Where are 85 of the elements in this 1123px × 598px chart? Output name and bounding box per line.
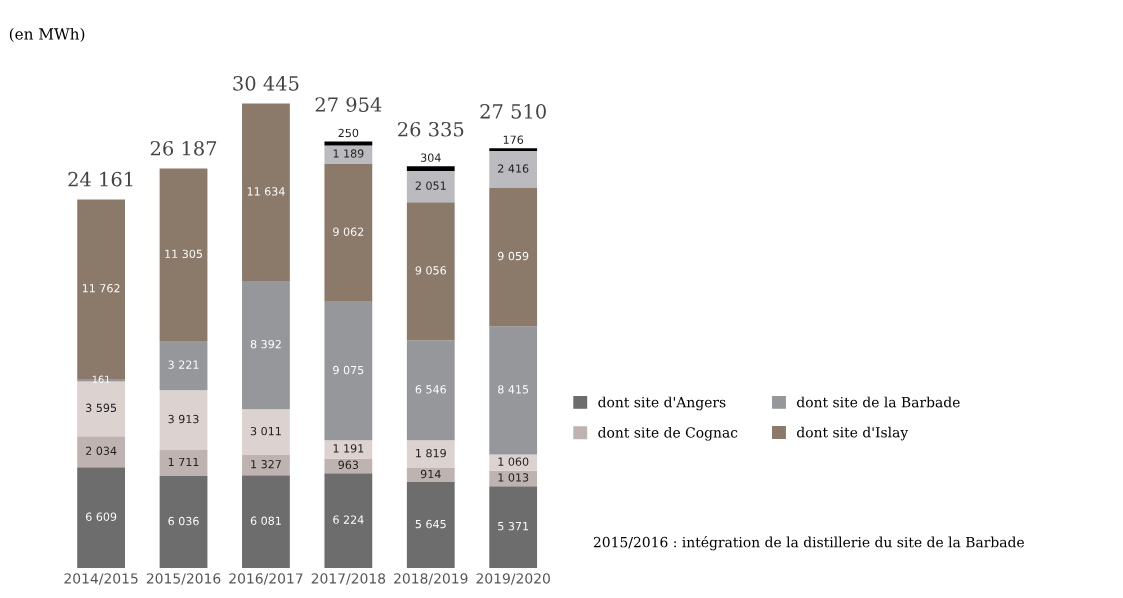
total-label: 27 510: [480, 103, 546, 119]
bar: [406, 468, 455, 482]
bar: [242, 475, 290, 569]
data-label: 9 075: [333, 365, 364, 375]
x-tick-label: 2015/2016: [146, 573, 221, 585]
x-tick-label: 2018/2019: [394, 573, 468, 585]
bar: [159, 449, 208, 477]
total-label: 26 187: [150, 140, 217, 156]
data-label: 5 645: [415, 519, 446, 529]
bar: [406, 170, 455, 203]
data-label: 9 062: [333, 227, 364, 236]
bar: [77, 467, 126, 569]
bar: [159, 390, 208, 450]
data-label: 176: [503, 135, 524, 144]
chart-title: (en MWh): [9, 27, 85, 42]
data-label: 3 913: [168, 414, 199, 424]
bar: [406, 340, 455, 441]
data-label: 1 819: [416, 448, 446, 458]
bar: [159, 476, 208, 569]
data-label: 250: [338, 128, 359, 138]
bar: [489, 148, 538, 152]
bar: [159, 341, 208, 391]
data-label: 161: [92, 375, 110, 383]
x-tick-label: 2017/2018: [311, 573, 386, 585]
bar: [324, 473, 373, 569]
bar: [406, 481, 455, 569]
data-label: 8 415: [498, 385, 529, 394]
bar: [489, 486, 538, 569]
total-label: 30 445: [233, 75, 299, 91]
text: 2015/2016 : intégration de la distillerie du site de la Barbade: [593, 536, 1024, 551]
bar: [489, 326, 538, 455]
legend-label: dont site d'Angers: [598, 396, 726, 411]
data-label: 1 013: [498, 473, 529, 482]
bar: [406, 202, 455, 341]
total-label: 27 954: [315, 97, 382, 112]
bar: [324, 145, 373, 164]
data-label: 914: [420, 469, 441, 479]
bar: [242, 281, 290, 410]
data-label: 304: [421, 153, 441, 162]
x-tick-label: 2016/2017: [229, 573, 303, 585]
data-label: 1 327: [251, 460, 281, 469]
data-label: 1 060: [498, 457, 529, 466]
bar: [489, 151, 538, 188]
data-label: 3 595: [86, 403, 117, 413]
data-label: 1 191: [333, 444, 364, 453]
data-label: 3 011: [250, 426, 281, 436]
data-label: 1 189: [333, 149, 364, 158]
data-label: 2 416: [498, 164, 529, 173]
data-label: 1 711: [168, 457, 199, 467]
data-label: 6 036: [168, 516, 199, 526]
total-label: 24 161: [68, 171, 133, 187]
data-label: 3 221: [168, 360, 199, 369]
legend-label: dont site d'Islay: [797, 426, 909, 441]
data-label: 6 081: [250, 516, 281, 525]
bar: [324, 458, 373, 474]
bar: [77, 381, 126, 437]
data-label: 6 609: [85, 512, 117, 521]
bar: [489, 187, 538, 327]
total-label: 26 335: [398, 121, 464, 137]
bar: [242, 103, 290, 282]
data-label: 2 051: [415, 181, 446, 190]
data-label: 6 546: [415, 385, 446, 394]
bar: [406, 440, 455, 469]
data-label: 2 034: [86, 446, 117, 455]
data-label: 9 056: [415, 266, 446, 275]
bar: [406, 166, 455, 171]
bar: [77, 436, 126, 468]
data-label: 963: [338, 460, 359, 470]
data-label: 11 762: [82, 284, 120, 293]
data-label: 8 392: [250, 339, 281, 349]
bar: [324, 301, 373, 441]
bar: [242, 409, 290, 456]
bar: [324, 440, 373, 459]
data-label: 6 224: [333, 515, 364, 524]
data-label: 11 634: [247, 187, 285, 196]
bar: [242, 455, 290, 476]
x-tick-label: 2014/2015: [64, 573, 138, 585]
legend-label: dont site de Cognac: [598, 426, 738, 441]
data-label: 5 371: [498, 521, 529, 531]
bar: [159, 168, 208, 342]
bar: [324, 163, 373, 302]
legend-label: dont site de la Barbade: [797, 396, 960, 408]
data-label: 11 305: [165, 249, 202, 259]
data-label: 9 059: [497, 251, 529, 261]
x-tick-label: 2019/2020: [476, 573, 550, 585]
